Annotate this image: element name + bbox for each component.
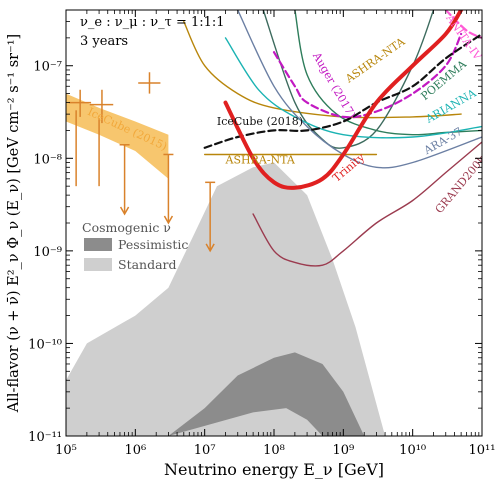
series-line-arianna — [224, 37, 482, 139]
x-axis-label: Neutrino energy E_ν [GeV] — [164, 460, 384, 479]
y-tick-label: 10⁻¹⁰ — [28, 337, 62, 352]
series-line-anita-iv — [444, 10, 482, 39]
axis-ticks: 10⁵ 10⁶ 10⁷ 10⁸ 10⁹ 10¹⁰ 10¹¹ 10⁻¹¹ 10⁻¹⁰ 10⁻⁹ 10⁻… — [28, 9, 496, 458]
series-line-icecube-2018 — [203, 32, 482, 149]
curve-label-ashra-nta: ASHRA-NTA — [225, 153, 296, 166]
upper-limit-arrow — [163, 215, 174, 225]
flavor-ratio-annotation: ν_e : ν_μ : ν_τ = 1:1:1 — [80, 15, 225, 30]
years-annotation: 3 years — [80, 34, 128, 49]
x-tick-label: 10⁹ — [332, 443, 354, 458]
lines-layer — [183, 10, 482, 267]
series-line-ashra-nta — [183, 20, 462, 119]
band-icecube-2015 — [66, 93, 169, 179]
y-axis-label: All-flavor (ν + ν̄) E²_ν Φ_ν (E_ν) [GeV … — [6, 34, 22, 413]
icecube-data-points — [68, 72, 216, 253]
legend-swatch-pessimistic — [84, 238, 112, 251]
x-tick-label: 10⁶ — [124, 443, 146, 458]
curve-label-icecube-2018: IceCube (2018) — [217, 115, 303, 128]
x-tick-label: 10⁵ — [55, 443, 77, 458]
legend-swatch-standard — [84, 258, 112, 271]
series-line-auger-2017 — [272, 32, 463, 119]
y-tick-label: 10⁻⁷ — [33, 60, 62, 75]
y-tick-label: 10⁻⁸ — [33, 152, 62, 167]
y-tick-label: 10⁻⁹ — [33, 245, 62, 260]
legend: Cosmogenic ν Pessimistic Standard — [82, 220, 188, 272]
series-line-trinity — [223, 10, 464, 190]
upper-limit-arrow — [205, 243, 215, 253]
x-tick-label: 10⁷ — [194, 443, 216, 458]
legend-label-standard: Standard — [118, 257, 177, 272]
y-tick-label: 10⁻¹¹ — [28, 430, 62, 445]
upper-limit-arrow — [119, 206, 130, 216]
x-tick-label: 10¹¹ — [469, 443, 496, 458]
x-tick-label: 10⁸ — [263, 443, 285, 458]
series-line-grand200k — [252, 141, 482, 267]
x-tick-label: 10¹⁰ — [399, 443, 426, 458]
legend-label-pessimistic: Pessimistic — [118, 237, 188, 252]
legend-title: Cosmogenic ν — [82, 220, 171, 235]
bands-layer — [66, 93, 386, 436]
band-pessimistic — [168, 352, 365, 436]
